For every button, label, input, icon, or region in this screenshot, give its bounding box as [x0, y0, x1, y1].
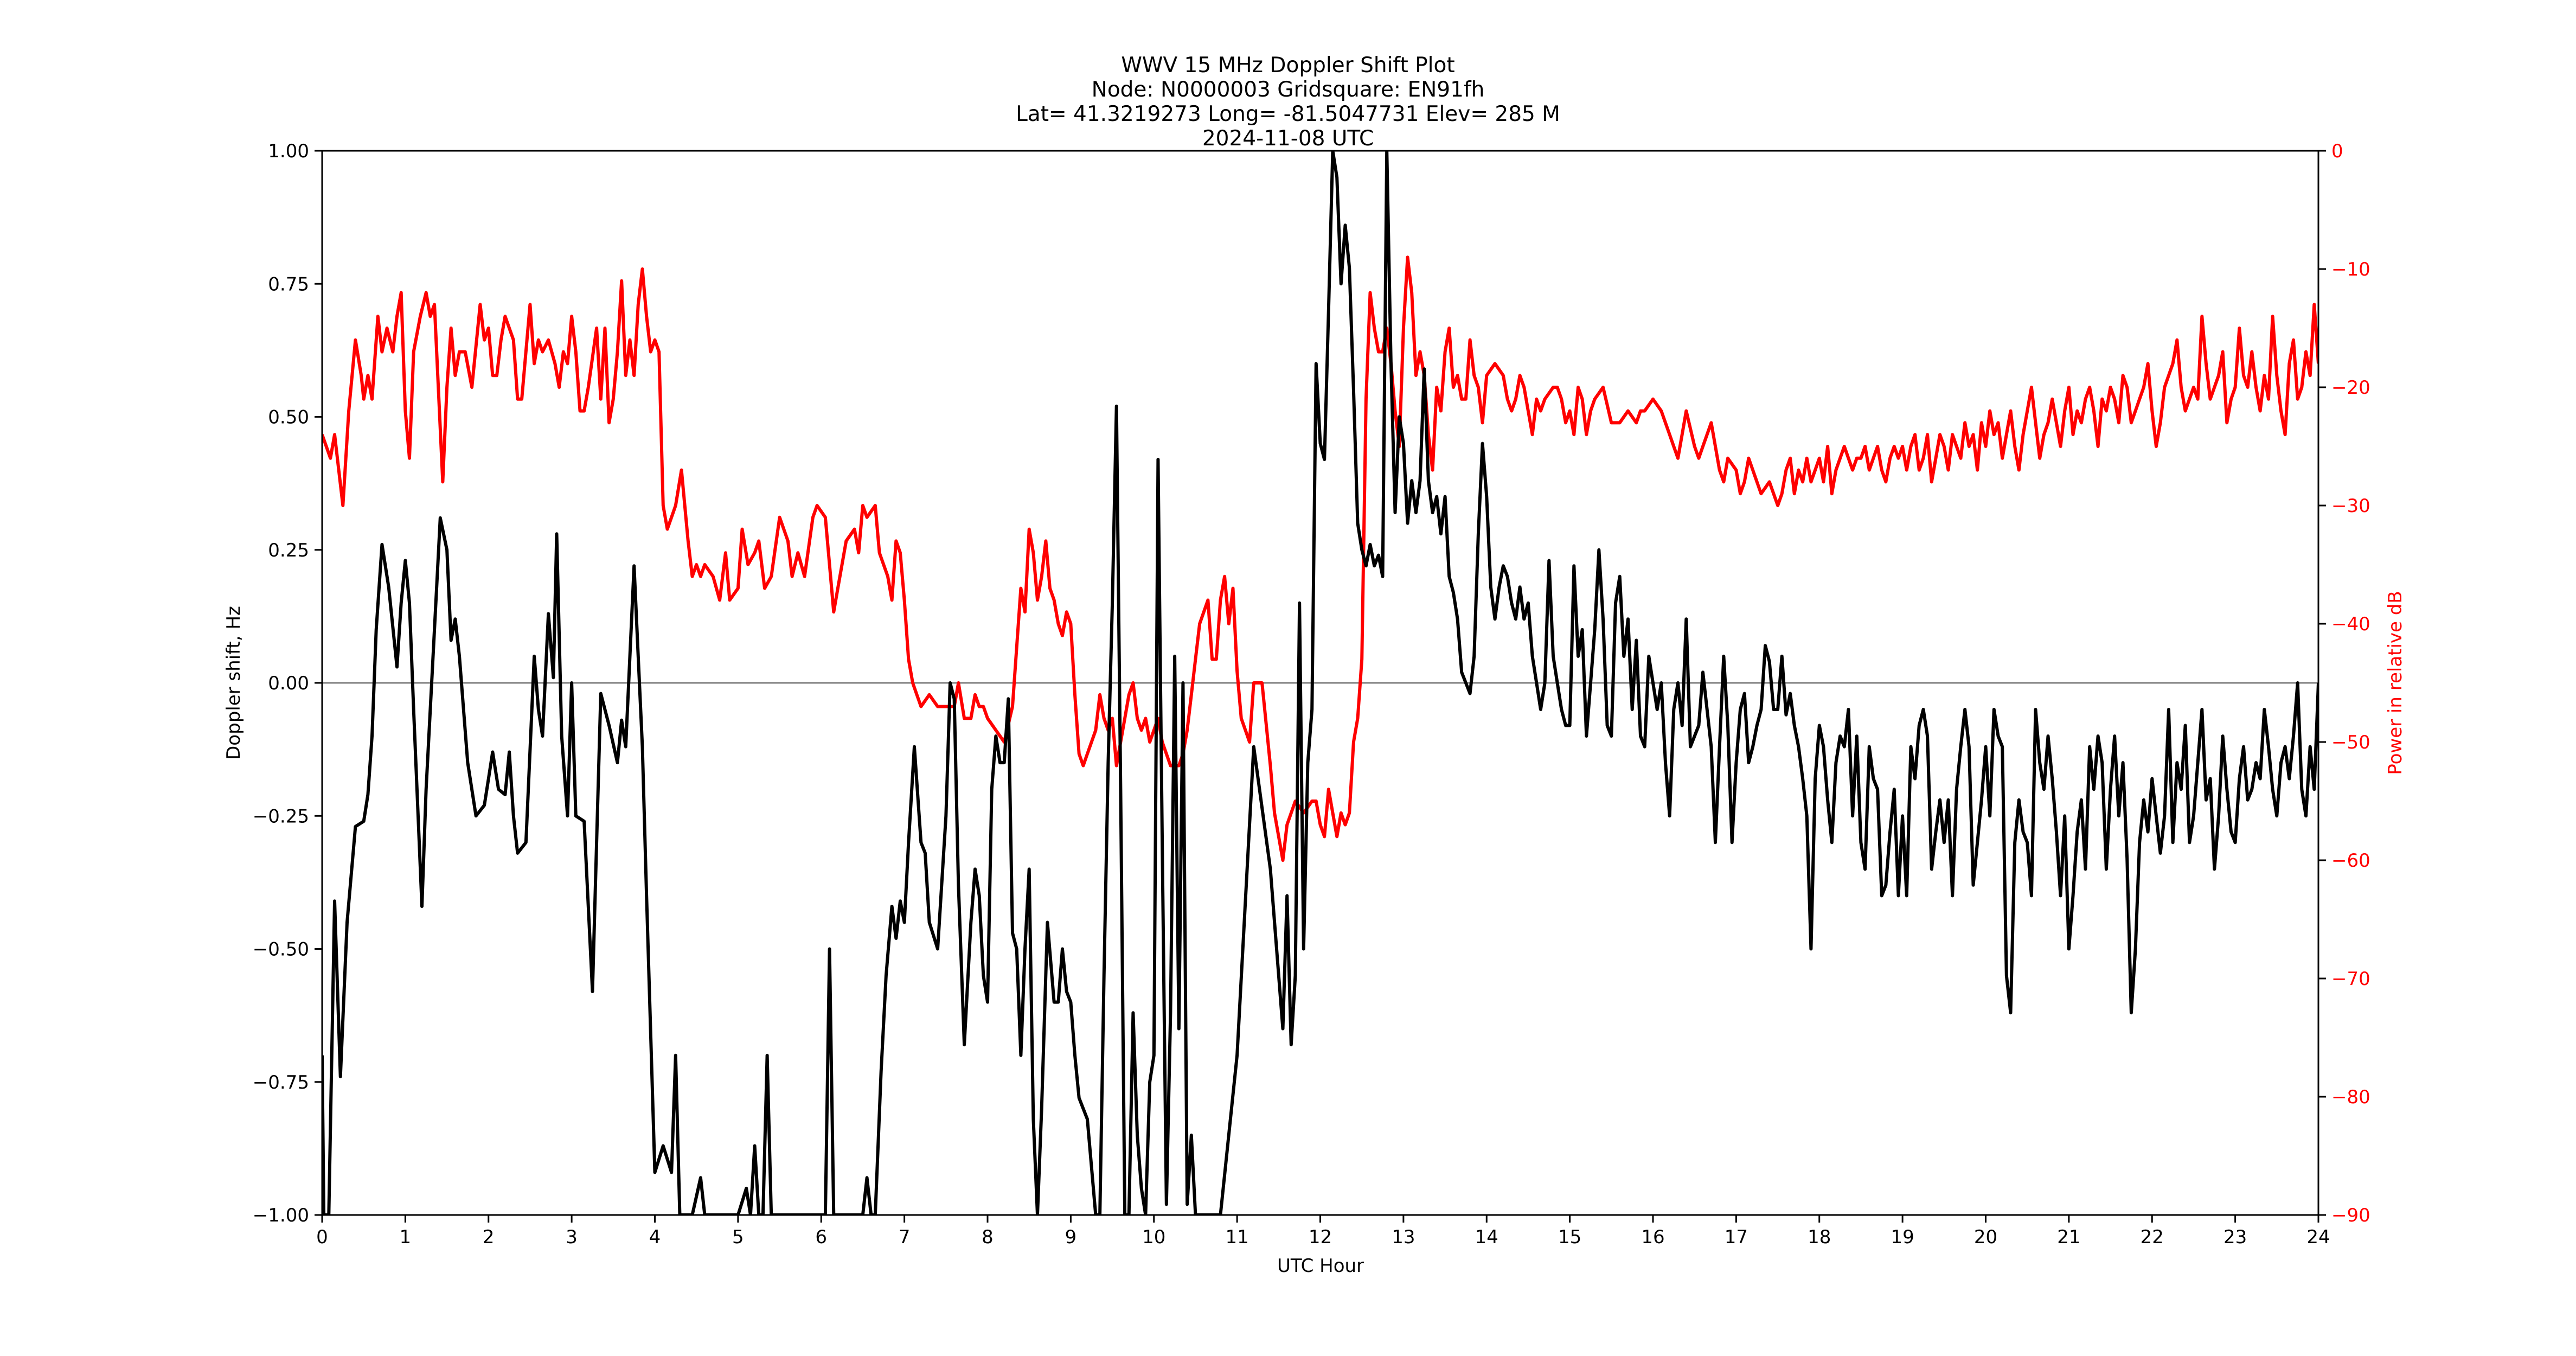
- x-axis-label: UTC Hour: [1277, 1255, 1364, 1277]
- y2-tick-label: −40: [2331, 613, 2370, 635]
- y2-tick-label: −70: [2331, 968, 2370, 990]
- x-tick-label: 6: [815, 1226, 827, 1248]
- chart-subtitle-node: Node: N0000003 Gridsquare: EN91fh: [1091, 78, 1485, 102]
- x-tick-label: 17: [1725, 1226, 1748, 1248]
- y-tick-label: 1.00: [268, 140, 309, 162]
- x-tick-label: 0: [316, 1226, 328, 1248]
- x-axis: 0 1 2 3 4 5 6 7 8 9 10 11 12 13 14 15 16 17 18 19 20 21 22 23 24: [316, 1215, 2330, 1248]
- y-tick-label: −0.25: [253, 805, 309, 827]
- x-tick-label: 9: [1065, 1226, 1077, 1248]
- x-tick-label: 22: [2141, 1226, 2164, 1248]
- x-tick-label: 21: [2057, 1226, 2080, 1248]
- x-tick-label: 13: [1392, 1226, 1415, 1248]
- x-tick-label: 11: [1225, 1226, 1248, 1248]
- x-tick-label: 3: [566, 1226, 578, 1248]
- y-tick-label: 0.25: [268, 540, 309, 561]
- x-tick-label: 23: [2223, 1226, 2247, 1248]
- y2-tick-label: −30: [2331, 495, 2370, 517]
- y-axis-left-label: Doppler shift, Hz: [223, 606, 245, 760]
- y2-tick-label: −80: [2331, 1086, 2370, 1108]
- y2-tick-label: −50: [2331, 732, 2370, 753]
- y2-tick-label: −60: [2331, 850, 2370, 872]
- chart-title: WWV 15 MHz Doppler Shift Plot: [1121, 53, 1455, 78]
- y2-tick-label: −20: [2331, 377, 2370, 399]
- x-tick-label: 19: [1891, 1226, 1914, 1248]
- chart-subtitle-date: 2024-11-08 UTC: [1202, 126, 1374, 151]
- y-tick-label: 0.00: [268, 673, 309, 694]
- x-tick-label: 18: [1808, 1226, 1831, 1248]
- x-tick-label: 5: [732, 1226, 744, 1248]
- y-tick-label: −0.75: [253, 1072, 309, 1093]
- x-tick-label: 8: [982, 1226, 994, 1248]
- y-axis-right-label: Power in relative dB: [2385, 591, 2406, 775]
- x-tick-label: 24: [2306, 1226, 2330, 1248]
- x-tick-label: 4: [649, 1226, 661, 1248]
- y2-tick-label: 0: [2331, 140, 2343, 162]
- x-tick-label: 15: [1558, 1226, 1581, 1248]
- doppler-line: [322, 151, 2318, 1215]
- y-tick-label: −1.00: [253, 1205, 309, 1226]
- y-tick-label: 0.75: [268, 273, 309, 295]
- doppler-series-line: [322, 151, 2318, 1215]
- x-tick-label: 16: [1641, 1226, 1664, 1248]
- x-tick-label: 20: [1974, 1226, 1997, 1248]
- power-line: [322, 255, 2318, 862]
- x-tick-label: 10: [1142, 1226, 1165, 1248]
- x-tick-label: 14: [1475, 1226, 1498, 1248]
- power-series-line: [322, 255, 2318, 862]
- chart-subtitle-location: Lat= 41.3219273 Long= -81.5047731 Elev= …: [1016, 102, 1560, 126]
- y-tick-label: 0.50: [268, 407, 309, 428]
- x-tick-label: 7: [899, 1226, 911, 1248]
- y2-tick-label: −90: [2331, 1205, 2370, 1226]
- y-axis-power: 0 −10 −20 −30 −40 −50 −60 −70 −80 −90: [2318, 140, 2370, 1226]
- y-tick-label: −0.50: [253, 939, 309, 961]
- y2-tick-label: −10: [2331, 259, 2370, 280]
- x-tick-label: 12: [1309, 1226, 1332, 1248]
- x-tick-label: 1: [400, 1226, 412, 1248]
- x-tick-label: 2: [483, 1226, 495, 1248]
- y-axis-doppler: 1.00 0.75 0.50 0.25 0.00 −0.25 −0.50 −0.75 −1.00: [253, 140, 322, 1226]
